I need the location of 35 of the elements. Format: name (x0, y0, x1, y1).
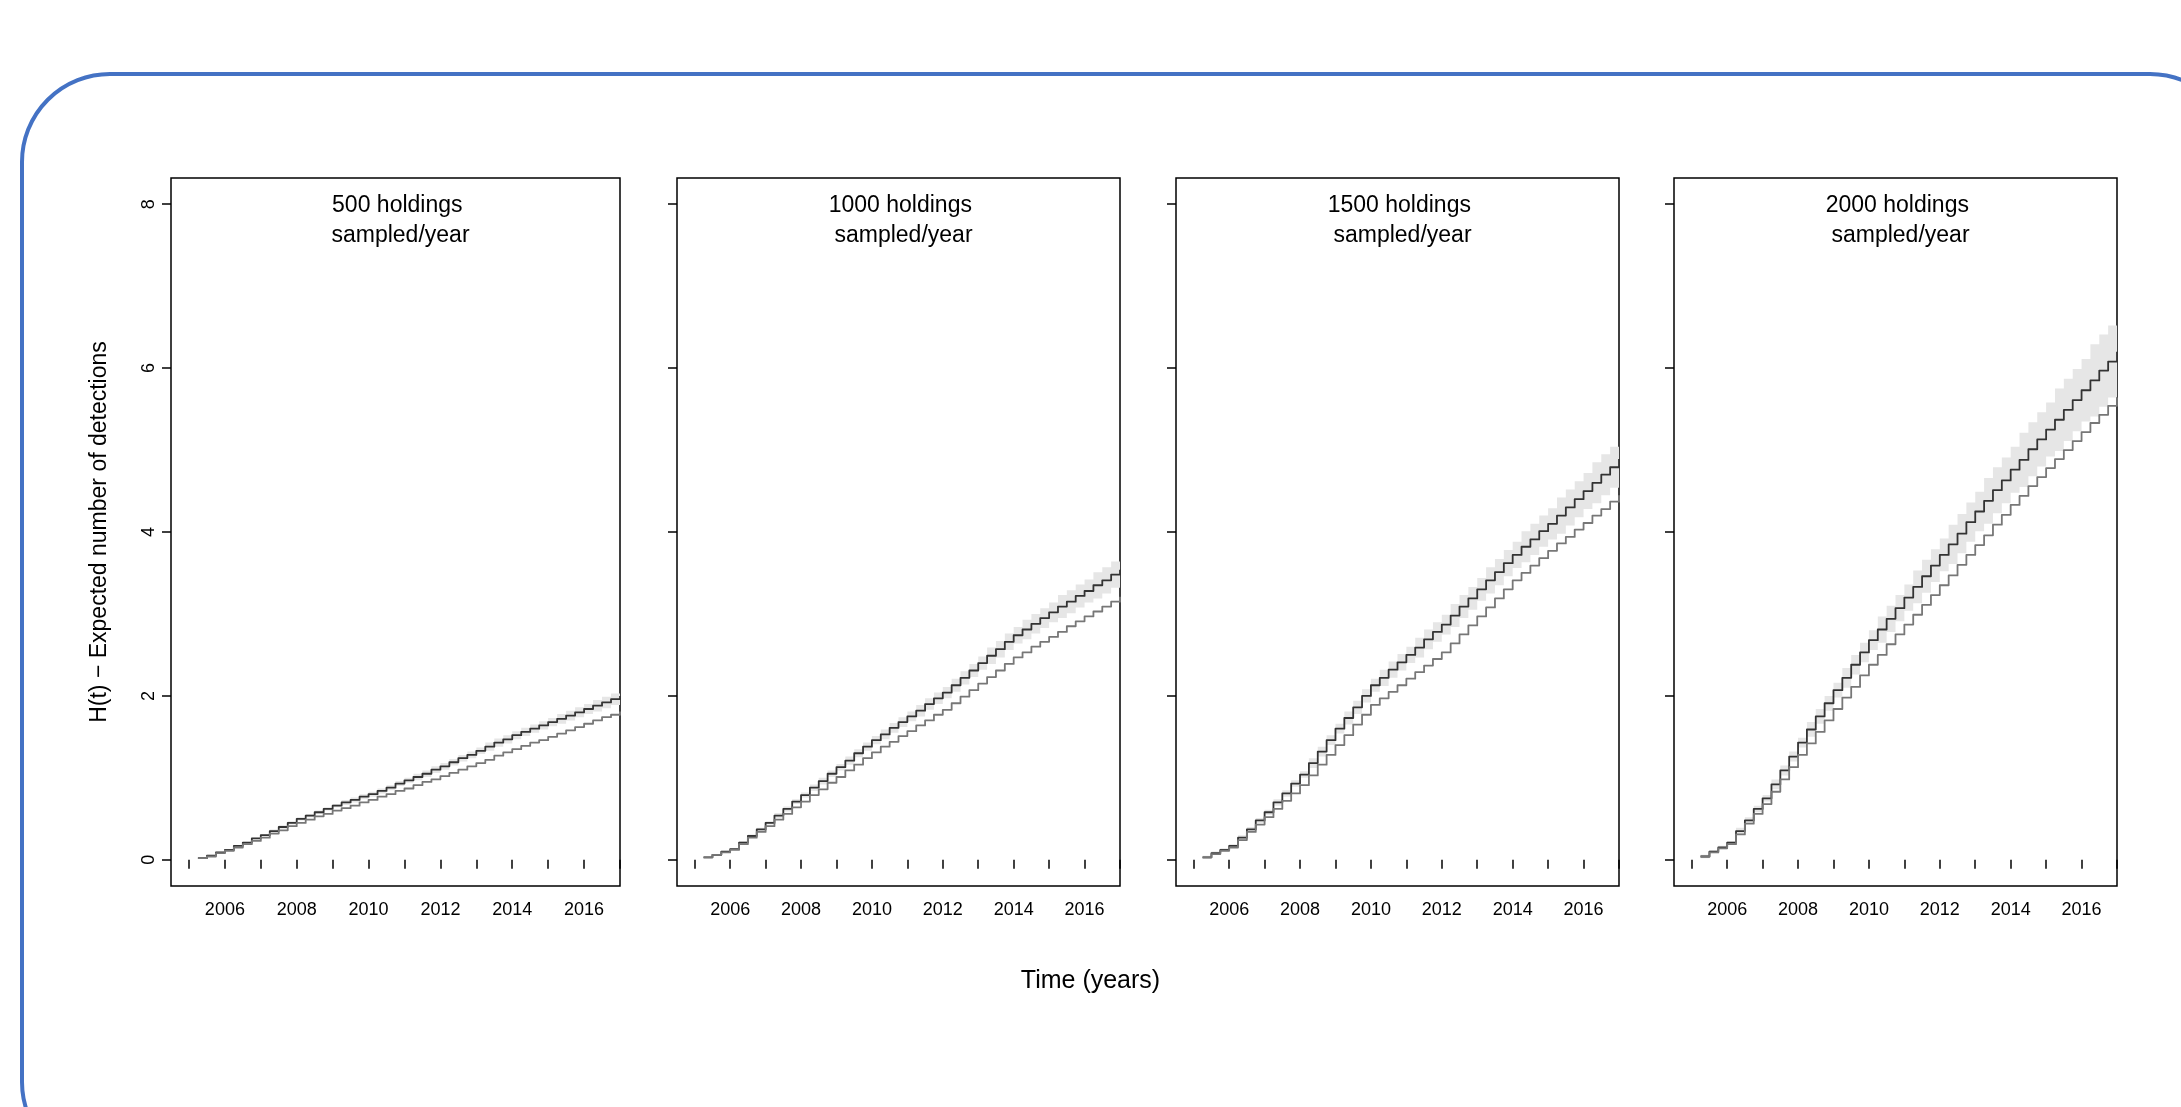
x-tick-label: 2016 (1563, 899, 1604, 919)
text: 1000 holdings sampled/year (828, 191, 979, 247)
y-tick-label: 2 (138, 690, 158, 701)
y-axis-title: H(t) − Expected number of detections (84, 341, 111, 723)
x-tick-label: 2014 (492, 899, 533, 919)
text: 500 holdings sampled/year (331, 191, 470, 247)
x-tick-label: 2012 (1919, 899, 1960, 919)
y-tick-label: 6 (138, 363, 158, 374)
y-tick-label: 0 (138, 854, 158, 865)
x-tick-label: 2008 (1280, 899, 1321, 919)
x-tick-label: 2014 (1492, 899, 1533, 919)
text: 1500 holdings sampled/year (1327, 191, 1478, 247)
y-tick-label: 8 (138, 199, 158, 210)
x-tick-label: 2010 (851, 899, 892, 919)
x-tick-label: 2008 (781, 899, 822, 919)
x-tick-label: 2012 (922, 899, 963, 919)
x-tick-label: 2008 (1778, 899, 1819, 919)
x-tick-label: 2006 (1707, 899, 1748, 919)
x-tick-label: 2010 (1350, 899, 1391, 919)
x-tick-label: 2006 (710, 899, 751, 919)
x-axis-title: Time (years) (1019, 965, 1162, 994)
x-tick-label: 2010 (1848, 899, 1889, 919)
x-tick-label: 2012 (420, 899, 461, 919)
x-tick-label: 2016 (564, 899, 605, 919)
x-tick-label: 2014 (993, 899, 1034, 919)
x-tick-label: 2016 (2061, 899, 2102, 919)
x-tick-label: 2016 (1064, 899, 1105, 919)
x-tick-label: 2008 (276, 899, 317, 919)
y-tick-label: 4 (138, 526, 158, 538)
x-tick-label: 2010 (348, 899, 389, 919)
x-tick-label: 2006 (1209, 899, 1250, 919)
text: 2000 holdings sampled/year (1825, 191, 1976, 247)
x-tick-label: 2006 (204, 899, 245, 919)
x-tick-label: 2012 (1421, 899, 1462, 919)
x-tick-label: 2014 (1990, 899, 2031, 919)
